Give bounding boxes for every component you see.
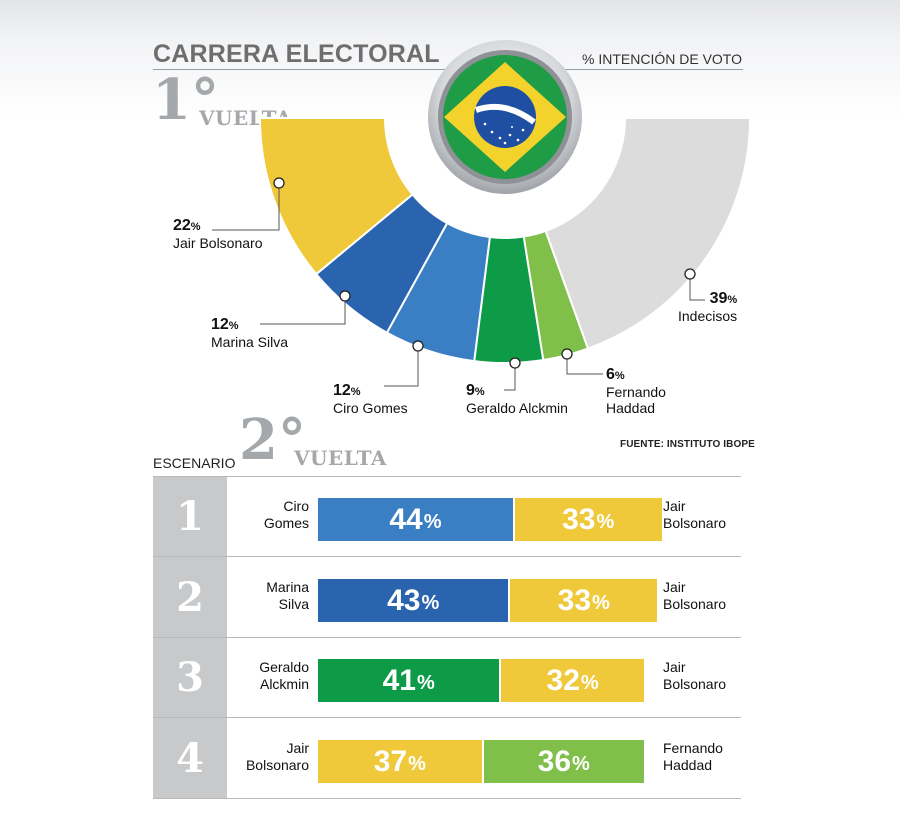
scenario-number: 3 bbox=[176, 653, 204, 701]
leader-line bbox=[566, 354, 603, 375]
candidate-right-name: Jair Bolsonaro bbox=[663, 579, 727, 612]
bar-left: 44% bbox=[318, 498, 513, 541]
leader-dot bbox=[684, 268, 696, 280]
candidate-right-name: Fernando Haddad bbox=[663, 740, 723, 773]
subtitle: % INTENCIÓN DE VOTO bbox=[582, 51, 742, 67]
scenario-label: ESCENARIO bbox=[153, 455, 236, 471]
slice-value: 12 bbox=[333, 382, 351, 399]
percent-sign: % bbox=[596, 511, 615, 533]
label-leaders bbox=[212, 177, 705, 391]
percent-sign: % bbox=[408, 753, 426, 775]
slice-label-bolsonaro: 22% Jair Bolsonaro bbox=[173, 217, 263, 252]
percent-sign: % bbox=[421, 592, 440, 614]
candidate-left-name: Ciro Gomes bbox=[263, 498, 309, 531]
candidate-left-name: Jair Bolsonaro bbox=[245, 740, 309, 773]
leader-line bbox=[504, 363, 516, 391]
bar-right: 36% bbox=[483, 740, 644, 783]
leader-dot bbox=[561, 348, 573, 360]
row-divider bbox=[153, 637, 741, 638]
slice-name: Jair Bolsonaro bbox=[173, 235, 263, 251]
bar-right: 33% bbox=[510, 579, 658, 622]
bar-right: 33% bbox=[514, 498, 662, 541]
page-title: CARRERA ELECTORAL bbox=[153, 40, 440, 68]
slice-label-haddad: 6% Fernando Haddad bbox=[606, 366, 666, 417]
flag-icon bbox=[443, 55, 567, 179]
row-divider bbox=[153, 556, 741, 557]
leader-dot bbox=[339, 290, 351, 302]
slice-value: 39 bbox=[709, 290, 728, 307]
scenario-row: 2 Marina Silva 43% 33% Jair Bolsonaro bbox=[153, 557, 741, 637]
donut-slices bbox=[258, 117, 752, 364]
bar-left: 41% bbox=[318, 659, 500, 702]
source-note: FUENTE: INSTITUTO IBOPE bbox=[620, 439, 755, 450]
leader-dot bbox=[412, 340, 424, 352]
slice-name: Marina Silva bbox=[211, 334, 289, 350]
bar-value: 33 bbox=[562, 502, 596, 536]
bar-value: 37 bbox=[373, 744, 408, 778]
bar-value: 43 bbox=[387, 583, 421, 617]
percent-sign: % bbox=[417, 672, 435, 694]
slice-name: Geraldo Alckmin bbox=[466, 400, 568, 416]
bar-left: 43% bbox=[318, 579, 509, 622]
bar-value: 41 bbox=[382, 663, 416, 697]
bar-left: 37% bbox=[318, 740, 482, 783]
scenario-number: 4 bbox=[176, 734, 204, 782]
slice-name: Indecisos bbox=[678, 308, 738, 324]
slice-value: 22 bbox=[173, 217, 191, 234]
candidate-left-name: Geraldo Alckmin bbox=[259, 659, 309, 692]
candidate-right-name: Jair Bolsonaro bbox=[663, 659, 727, 692]
leader-dot bbox=[273, 177, 285, 189]
leader-line bbox=[689, 274, 705, 301]
slice-value: 6 bbox=[606, 366, 615, 383]
row-divider bbox=[153, 476, 741, 477]
brazil-flag-emblem bbox=[428, 40, 582, 194]
scenario-row: 3 Geraldo Alckmin 41% 32% Jair Bolsonaro bbox=[153, 637, 741, 717]
slice-label-ciro: 12% Ciro Gomes bbox=[333, 382, 408, 417]
round1-donut-chart bbox=[212, 40, 752, 391]
round2-number: 2° bbox=[239, 407, 306, 473]
slice-value: 12 bbox=[211, 316, 229, 333]
percent-sign: % bbox=[580, 672, 599, 694]
leader-line bbox=[260, 296, 346, 325]
bar-value: 32 bbox=[546, 663, 580, 697]
slice-label-indecisos: 39% Indecisos bbox=[678, 290, 738, 325]
slice-name: Fernando Haddad bbox=[606, 384, 666, 416]
slice-name: Ciro Gomes bbox=[333, 400, 408, 416]
leader-line bbox=[384, 346, 419, 387]
candidate-left-name: Marina Silva bbox=[266, 579, 309, 612]
percent-sign: % bbox=[592, 592, 610, 614]
leader-dot bbox=[509, 357, 521, 369]
scenario-row: 1 Ciro Gomes 44% 33% Jair Bolsonaro bbox=[153, 476, 741, 556]
slice-label-alckmin: 9% Geraldo Alckmin bbox=[466, 382, 568, 417]
round2-word: VUELTA bbox=[294, 446, 387, 470]
row-divider bbox=[153, 798, 741, 799]
bar-right: 32% bbox=[501, 659, 644, 702]
percent-sign: % bbox=[572, 753, 590, 775]
leader-line bbox=[212, 183, 280, 231]
scenario-row: 4 Jair Bolsonaro 37% 36% Fernando Haddad bbox=[153, 718, 741, 798]
donut-slice bbox=[544, 117, 752, 350]
slice-label-marina: 12% Marina Silva bbox=[211, 316, 289, 351]
scenario-number: 1 bbox=[176, 492, 204, 540]
row-divider bbox=[153, 717, 741, 718]
bar-value: 36 bbox=[537, 744, 572, 778]
slice-value: 9 bbox=[466, 382, 475, 399]
bar-value: 33 bbox=[557, 583, 592, 617]
bar-value: 44 bbox=[389, 502, 423, 536]
percent-sign: % bbox=[423, 511, 442, 533]
scenario-number: 2 bbox=[176, 573, 204, 621]
round1-number: 1° bbox=[152, 67, 219, 133]
candidate-right-name: Jair Bolsonaro bbox=[663, 498, 727, 531]
